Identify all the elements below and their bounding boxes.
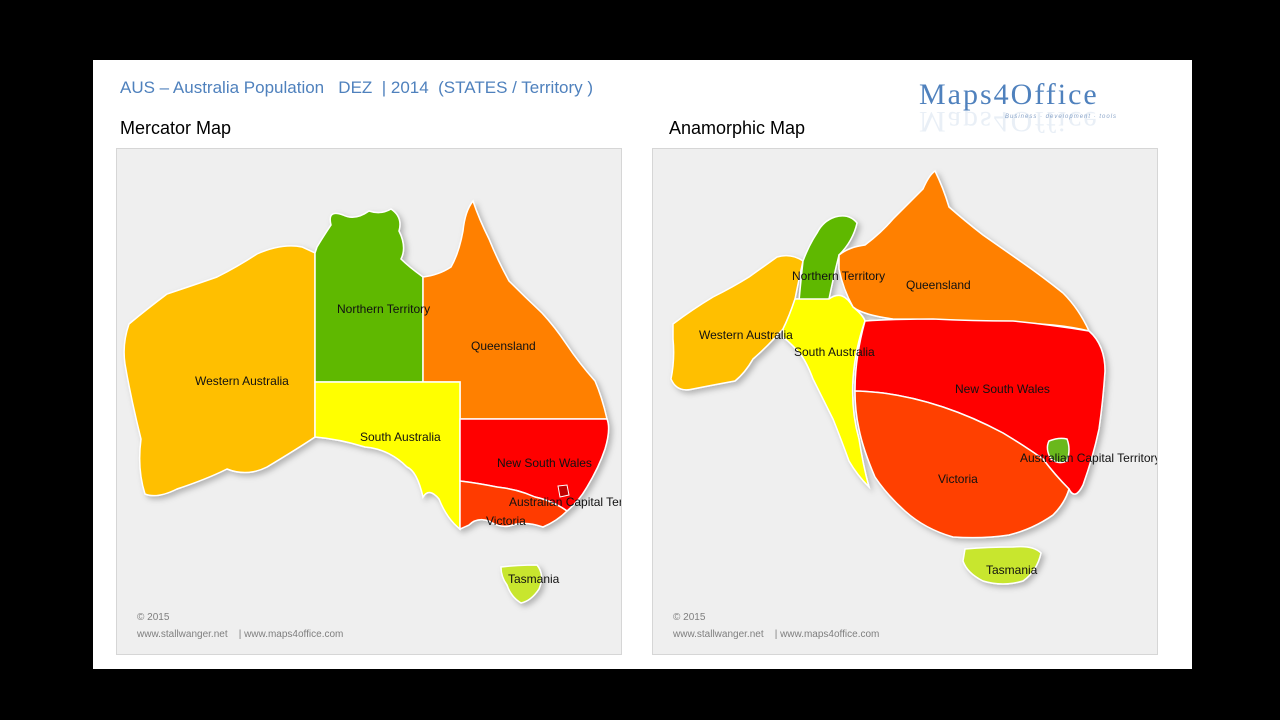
- label-victoria: Victoria: [486, 514, 526, 528]
- region-victoria[interactable]: [854, 390, 1070, 539]
- anamorphic-panel-title: Anamorphic Map: [669, 118, 806, 138]
- label-south-australia: South Australia: [360, 430, 441, 444]
- region-south-australia[interactable]: [314, 381, 461, 531]
- page-title: AUS – Australia Population DEZ | 2014 (S…: [120, 78, 594, 97]
- region-western-australia[interactable]: [123, 245, 316, 497]
- website-links: www.stallwanger.net | www.maps4office.co…: [673, 629, 880, 640]
- logo-reflection: Maps4Office: [919, 105, 1099, 138]
- label-new-south-wales: New South Wales: [955, 382, 1050, 396]
- region-south-australia[interactable]: [782, 294, 871, 490]
- label-western-australia: Western Australia: [699, 328, 793, 342]
- mercator-map-panel: Western Australia Northern Territory Que…: [116, 148, 622, 655]
- label-victoria: Victoria: [938, 472, 978, 486]
- label-tasmania: Tasmania: [508, 572, 560, 586]
- mercator-panel-title: Mercator Map: [120, 118, 232, 138]
- region-australian-capital-territory[interactable]: [557, 484, 570, 498]
- label-northern-territory: Northern Territory: [337, 302, 430, 316]
- maps4office-logo: Maps4Office Business · development · too…: [919, 74, 1139, 138]
- region-northern-territory[interactable]: [314, 208, 424, 383]
- copyright-text: © 2015: [137, 612, 170, 623]
- label-queensland: Queensland: [906, 278, 971, 292]
- slide: AUS – Australia Population DEZ | 2014 (S…: [93, 60, 1192, 669]
- label-australian-capital-territory: Australian Capital Territory: [509, 495, 621, 509]
- label-new-south-wales: New South Wales: [497, 456, 592, 470]
- copyright-text: © 2015: [673, 612, 706, 623]
- logo-text: Maps4Office: [919, 78, 1099, 111]
- region-queensland[interactable]: [838, 169, 1091, 333]
- region-western-australia[interactable]: [670, 254, 804, 391]
- anamorphic-map-panel: Western Australia Northern Territory Que…: [652, 148, 1158, 655]
- website-links: www.stallwanger.net | www.maps4office.co…: [137, 629, 344, 640]
- region-australian-capital-territory[interactable]: [1046, 437, 1070, 464]
- label-australian-capital-territory: Australian Capital Territory: [1020, 451, 1157, 465]
- label-queensland: Queensland: [471, 339, 536, 353]
- mercator-map: Western Australia Northern Territory Que…: [123, 199, 621, 604]
- region-tasmania[interactable]: [962, 545, 1042, 585]
- label-tasmania: Tasmania: [986, 563, 1038, 577]
- label-northern-territory: Northern Territory: [792, 269, 885, 283]
- label-western-australia: Western Australia: [195, 374, 289, 388]
- label-south-australia: South Australia: [794, 345, 875, 359]
- region-victoria[interactable]: [459, 480, 569, 531]
- region-tasmania[interactable]: [500, 564, 543, 604]
- anamorphic-map: Western Australia Northern Territory Que…: [670, 169, 1157, 585]
- region-queensland[interactable]: [422, 199, 608, 420]
- logo-subtitle: Business · development · tools: [1005, 114, 1118, 120]
